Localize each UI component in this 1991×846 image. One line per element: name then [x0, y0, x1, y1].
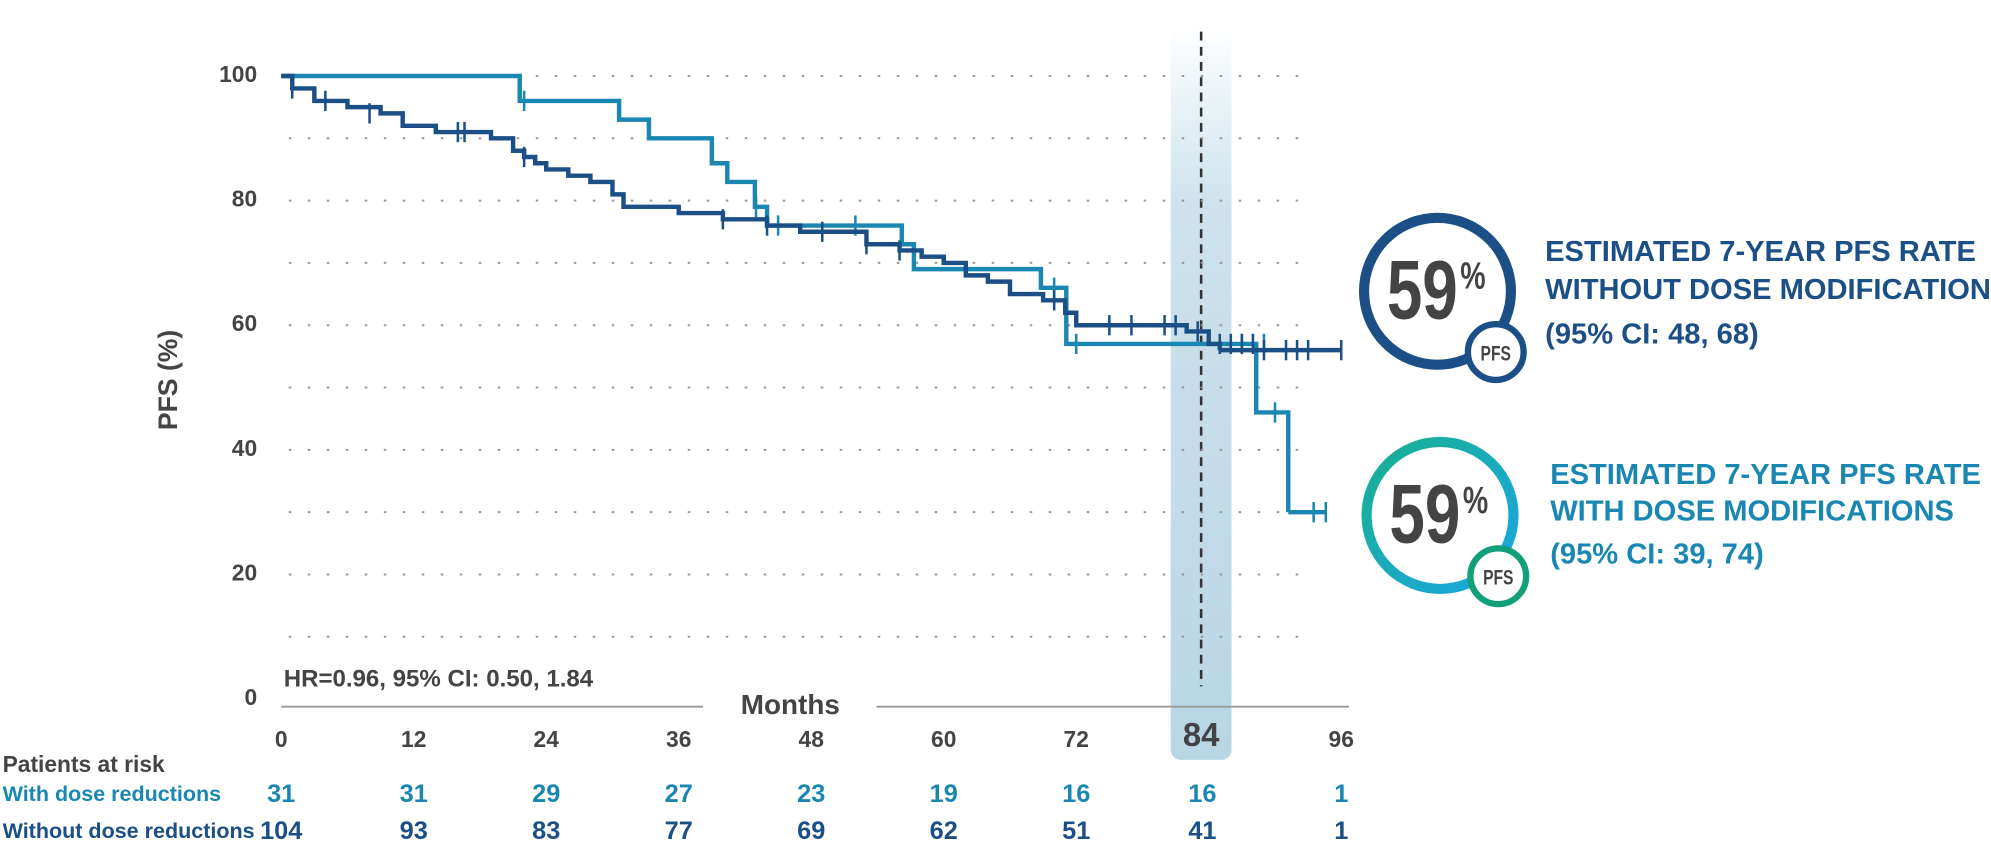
y-tick-label: 20: [232, 559, 257, 585]
callout-text: WITHOUT DOSE MODIFICATIONS: [1545, 274, 1991, 306]
badge-circle: [1467, 545, 1530, 608]
callout-unit: %: [1460, 256, 1485, 298]
risk-count: 1: [1334, 817, 1348, 845]
x-tick-label: 12: [401, 726, 426, 752]
hr-annotation: HR=0.96, 95% CI: 0.50, 1.84: [284, 665, 594, 692]
callout-text: WITH DOSE MODIFICATIONS: [1550, 496, 1954, 528]
risk-count: 31: [267, 780, 295, 808]
y-tick-label: 100: [219, 61, 257, 87]
risk-count: 23: [797, 780, 825, 808]
callout-text: (95% CI: 48, 68): [1545, 318, 1759, 350]
y-tick-label: 40: [232, 435, 257, 461]
risk-count: 83: [532, 817, 560, 845]
x-tick-label: 96: [1329, 726, 1354, 752]
x-tick-label: 48: [799, 726, 824, 752]
y-axis-title: PFS (%): [153, 330, 183, 430]
y-tick-label: 0: [244, 684, 257, 710]
y-tick-label: 60: [232, 310, 257, 336]
badge-label: PFS: [1483, 565, 1513, 589]
callout: 59 % PFS ESTIMATED 7-YEAR PFS RATE WITH DOSE…: [1361, 436, 1981, 608]
risk-count: 16: [1188, 780, 1216, 808]
risk-count: 27: [665, 780, 693, 808]
callout: 59 % PFS ESTIMATED 7-YEAR PFS RATE WITHOUT D…: [1358, 212, 1991, 384]
callout-text: ESTIMATED 7-YEAR PFS RATE: [1550, 459, 1981, 491]
risk-count: 31: [400, 780, 428, 808]
callout-text: ESTIMATED 7-YEAR PFS RATE: [1545, 236, 1976, 268]
badge-circle: [1464, 321, 1527, 384]
callout-ring: [1361, 436, 1519, 594]
risk-count: 19: [930, 780, 958, 808]
callout-unit: %: [1463, 480, 1488, 522]
x-tick-label: 0: [275, 726, 288, 752]
risk-count: 93: [400, 817, 428, 845]
x-tick-label: 84: [1183, 716, 1220, 753]
x-tick-label: 24: [534, 726, 560, 752]
highlight-band: [1170, 22, 1232, 760]
risk-row-label: Without dose reductions: [3, 819, 255, 843]
risk-count: 77: [665, 817, 693, 845]
x-tick-label: 72: [1064, 726, 1089, 752]
y-tick-label: 80: [232, 186, 257, 212]
risk-count: 29: [532, 780, 560, 808]
risk-count: 41: [1188, 817, 1216, 845]
x-tick-label: 60: [931, 726, 956, 752]
risk-count: 1: [1334, 780, 1348, 808]
km-curve: [281, 73, 1223, 351]
badge-label: PFS: [1481, 341, 1511, 365]
risk-count: 51: [1062, 817, 1090, 845]
x-tick-label: 36: [666, 726, 691, 752]
risk-count: 62: [930, 817, 958, 845]
callout-ring: [1358, 212, 1517, 370]
risk-count: 69: [797, 817, 825, 845]
risk-row-label: With dose reductions: [3, 782, 222, 806]
callout-value: 59: [1387, 242, 1458, 336]
risk-title: Patients at risk: [3, 751, 165, 777]
risk-count: 104: [260, 817, 302, 845]
x-axis-title: Months: [741, 689, 840, 720]
km-curve: [281, 73, 1291, 513]
callout-value: 59: [1389, 467, 1460, 561]
risk-count: 16: [1062, 780, 1090, 808]
callout-text: (95% CI: 39, 74): [1550, 539, 1764, 571]
